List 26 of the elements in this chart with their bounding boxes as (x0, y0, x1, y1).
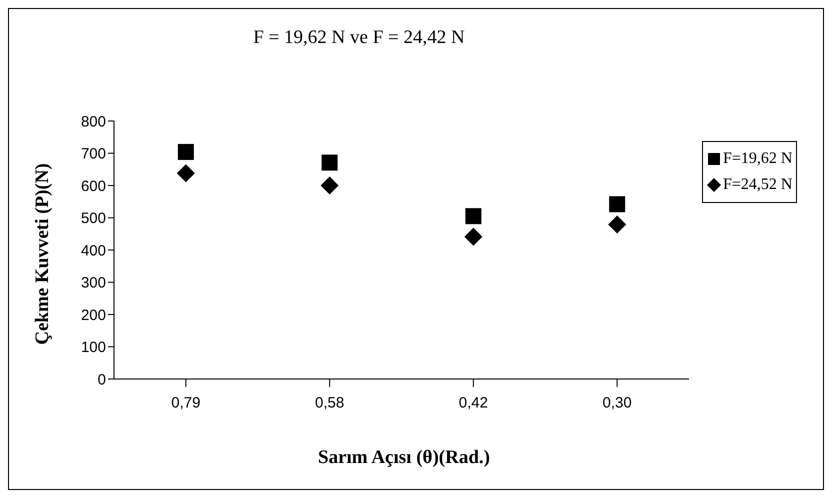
y-tick-label: 300 (80, 274, 106, 292)
x-tick-label: 0,58 (315, 394, 344, 412)
point (322, 154, 338, 171)
point (320, 176, 339, 194)
legend-label: F=19,62 N (723, 150, 792, 168)
y-tick-label: 0 (98, 371, 106, 388)
chart-title: F = 19,62 N ve F = 24,42 N (252, 27, 466, 49)
x-axis-title: Sarım Açısı (θ)(Rad.) (317, 447, 491, 469)
point (464, 228, 482, 246)
x-tick-label: 0,30 (602, 394, 632, 412)
y-tick-label: 600 (80, 178, 106, 195)
y-tick-label: 200 (80, 306, 106, 324)
point (608, 216, 626, 234)
x-tick-label: 0,79 (171, 394, 200, 412)
x-tick-label: 0,42 (458, 394, 488, 412)
y-tick-label: 800 (80, 113, 106, 130)
point (178, 144, 194, 160)
point (465, 208, 482, 224)
y-tick-label: 100 (80, 339, 106, 356)
y-tick-label: 500 (80, 210, 106, 228)
y-axis-title: Çekme Kuvveti (P)(N) (32, 163, 54, 345)
y-tick-label: 400 (80, 242, 106, 260)
legend-label: F=24,52 N (723, 176, 792, 194)
point (609, 196, 626, 212)
y-tick-label: 700 (80, 146, 106, 163)
point (176, 164, 195, 182)
